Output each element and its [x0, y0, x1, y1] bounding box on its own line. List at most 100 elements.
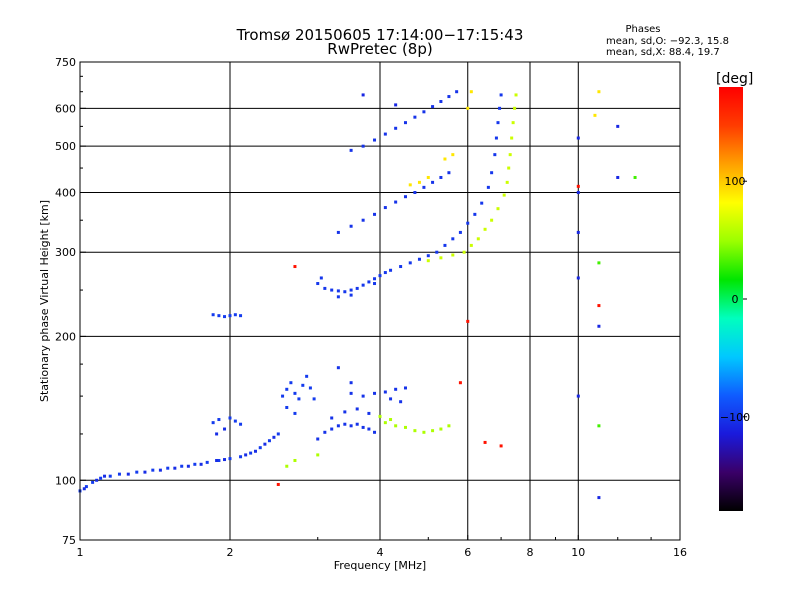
x-tick-label: 1	[77, 546, 84, 559]
data-points	[78, 90, 637, 500]
data-point	[462, 250, 466, 254]
data-point	[180, 464, 184, 468]
data-point	[361, 394, 365, 398]
data-point	[223, 315, 227, 319]
data-point	[505, 180, 509, 184]
data-point	[483, 440, 487, 444]
data-point	[233, 313, 237, 317]
data-point	[316, 453, 320, 457]
data-point	[217, 314, 221, 318]
data-point	[514, 93, 518, 97]
data-point	[336, 289, 340, 293]
data-point	[455, 90, 459, 94]
data-point	[383, 390, 387, 394]
data-point	[383, 206, 387, 210]
data-point	[276, 432, 280, 436]
x-axis-label: Frequency [MHz]	[334, 559, 426, 572]
data-point	[616, 175, 620, 179]
stats-line-x: mean, sd,X: 88.4, 19.7	[606, 47, 720, 58]
data-point	[597, 496, 601, 500]
data-point	[422, 110, 426, 114]
data-point	[394, 200, 398, 204]
data-point	[480, 201, 484, 205]
grid-lines	[80, 62, 680, 540]
data-point	[151, 468, 155, 472]
data-point	[435, 250, 439, 254]
data-point	[373, 138, 377, 142]
data-point	[403, 195, 407, 199]
data-point	[458, 230, 462, 234]
data-point	[143, 470, 147, 474]
data-point	[316, 282, 320, 286]
data-point	[576, 190, 580, 194]
data-point	[466, 221, 470, 225]
data-point	[373, 277, 377, 281]
data-point	[616, 124, 620, 128]
data-point	[383, 132, 387, 136]
data-point	[417, 180, 421, 184]
data-point	[493, 153, 497, 157]
y-tick-label: 500	[55, 140, 76, 153]
data-point	[135, 470, 139, 474]
data-point	[361, 218, 365, 222]
data-point	[367, 411, 371, 415]
data-point	[447, 171, 451, 175]
data-point	[108, 474, 112, 478]
data-point	[466, 319, 470, 323]
data-point	[312, 397, 316, 401]
data-point	[117, 472, 121, 476]
y-tick-label: 400	[55, 186, 76, 199]
x-tick-label: 16	[673, 546, 687, 559]
data-point	[473, 212, 477, 216]
data-point	[319, 276, 323, 280]
data-point	[253, 449, 257, 453]
x-tick-label: 10	[571, 546, 585, 559]
data-point	[285, 387, 289, 391]
x-tick-label: 2	[227, 546, 234, 559]
data-point	[408, 261, 412, 265]
data-point	[285, 405, 289, 409]
data-point	[316, 437, 320, 441]
data-point	[399, 265, 403, 269]
data-point	[361, 283, 365, 287]
y-axis-ticks: 75 100 200 300 400 500 600 750	[55, 56, 86, 547]
data-point	[361, 425, 365, 429]
data-point	[158, 468, 162, 472]
colorbar	[719, 87, 743, 511]
data-point	[383, 271, 387, 275]
data-point	[439, 427, 443, 431]
x-tick-label: 4	[377, 546, 384, 559]
data-point	[431, 429, 435, 433]
data-point	[426, 175, 430, 179]
data-point	[349, 424, 353, 428]
x-tick-label: 8	[527, 546, 534, 559]
data-point	[439, 256, 443, 260]
data-point	[413, 429, 417, 433]
data-point	[367, 280, 371, 284]
data-point	[439, 100, 443, 104]
data-point	[431, 180, 435, 184]
data-point	[258, 446, 262, 450]
colorbar-tick-label: 0	[732, 293, 739, 306]
data-point	[336, 366, 340, 370]
data-point	[95, 478, 99, 482]
data-point	[217, 418, 221, 422]
colorbar-ticks: 100 0 −100	[720, 175, 750, 424]
data-point	[343, 410, 347, 414]
data-point	[597, 324, 601, 328]
data-point	[228, 416, 232, 420]
data-point	[447, 424, 451, 428]
data-point	[496, 207, 500, 211]
data-point	[305, 374, 309, 378]
chart-subtitle: RwPretec (8p)	[327, 40, 432, 58]
data-point	[439, 175, 443, 179]
data-point	[443, 243, 447, 247]
y-tick-label: 300	[55, 246, 76, 259]
data-point	[211, 313, 215, 317]
data-point	[343, 290, 347, 294]
data-point	[263, 442, 267, 446]
data-point	[349, 391, 353, 395]
data-point	[205, 460, 209, 464]
data-point	[576, 394, 580, 398]
data-point	[490, 218, 494, 222]
